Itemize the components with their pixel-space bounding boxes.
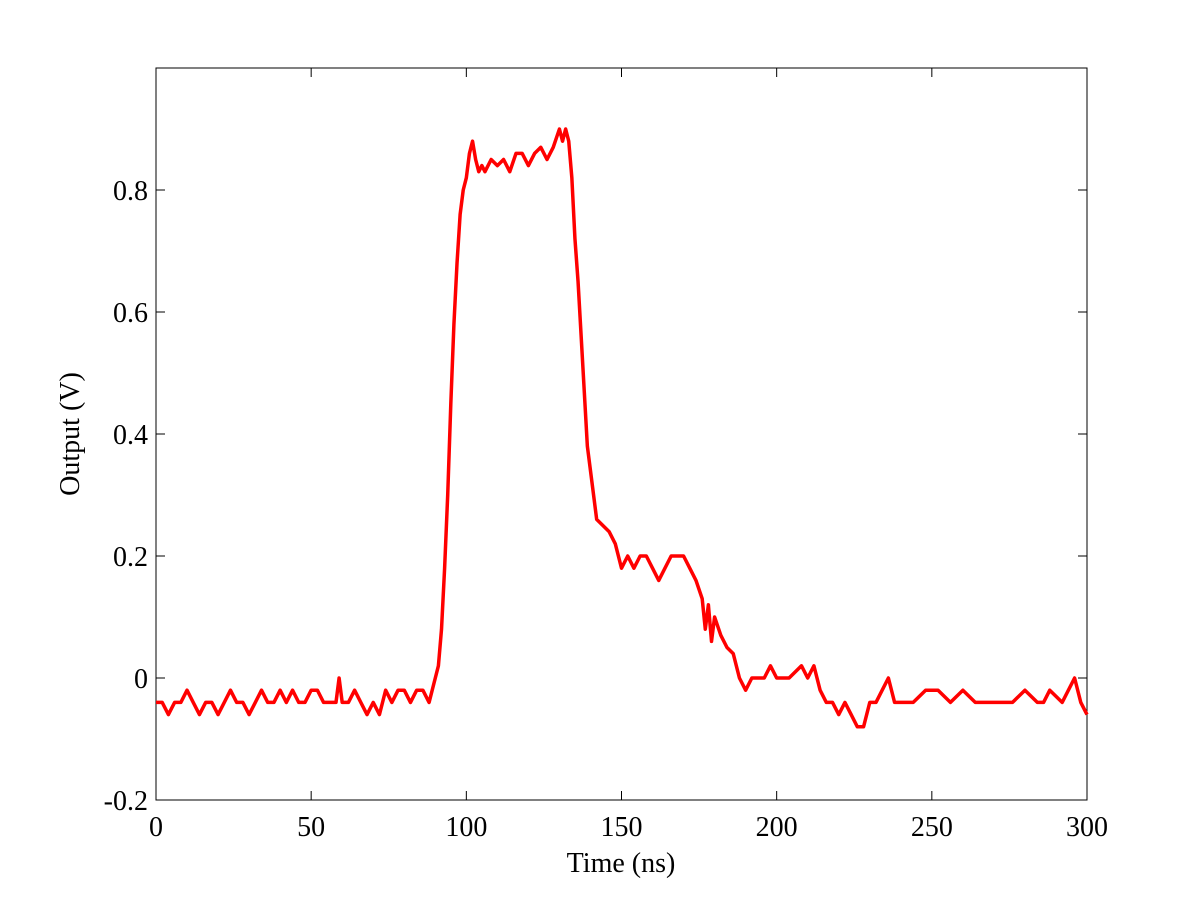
x-tick-label: 50 [297, 812, 325, 843]
x-tick-label: 200 [756, 812, 798, 843]
x-tick-label: 150 [601, 812, 643, 843]
y-axis-label: Output (V) [55, 372, 86, 496]
x-tick-label: 100 [445, 812, 487, 843]
x-tick-label: 250 [911, 812, 953, 843]
y-tick-label: -0.2 [104, 786, 148, 817]
y-tick-label: 0.4 [113, 420, 148, 451]
y-tick-label: 0.2 [113, 542, 148, 573]
x-axis-label: Time (ns) [567, 848, 676, 879]
x-tick-label: 0 [149, 812, 163, 843]
y-tick-label: 0.8 [113, 176, 148, 207]
y-tick-label: 0.6 [113, 298, 148, 329]
y-tick-label: 0 [134, 664, 148, 695]
data-line [156, 127, 1089, 729]
x-tick-label: 300 [1066, 812, 1108, 843]
